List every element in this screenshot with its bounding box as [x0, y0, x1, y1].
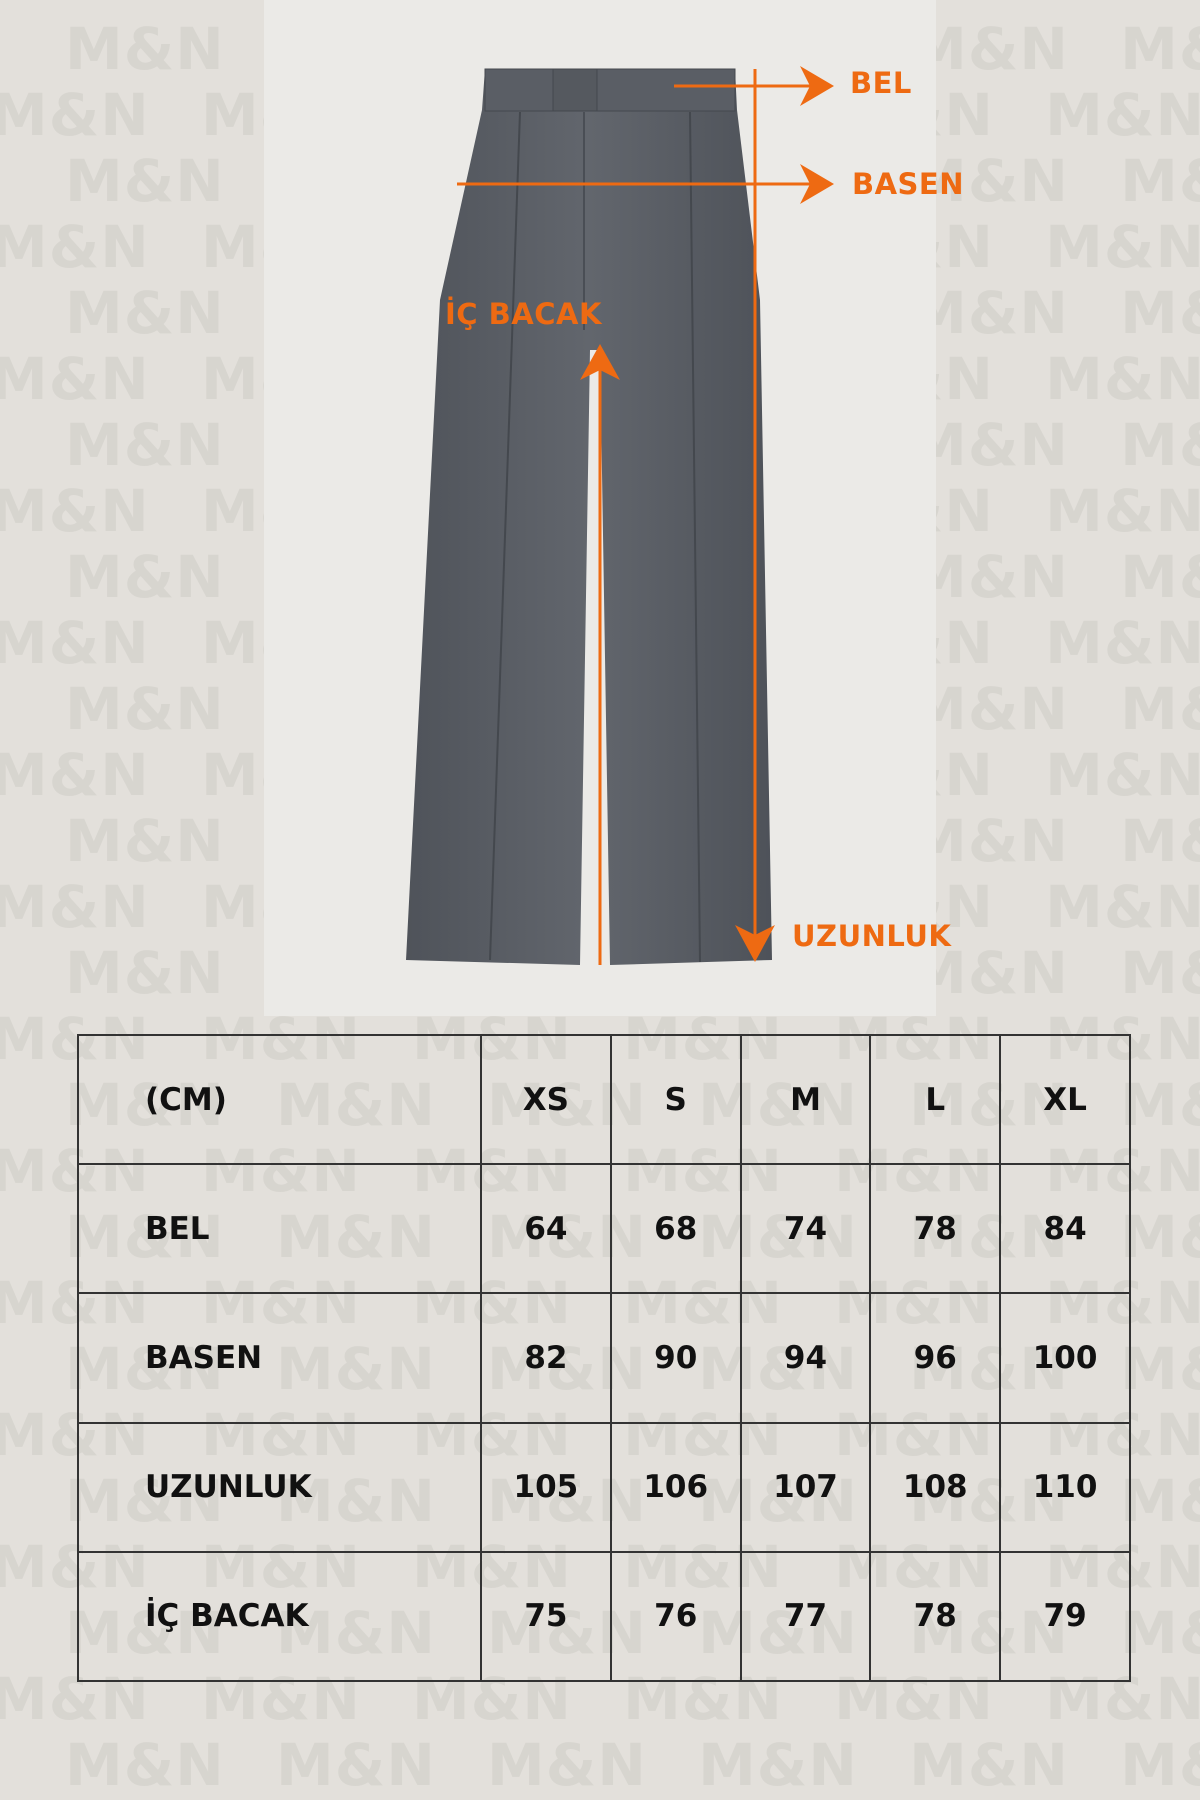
waist-label: BEL — [850, 66, 912, 100]
table-row: BEL 64 68 74 78 84 — [77, 1163, 1131, 1295]
table-cell: 68 — [609, 1163, 742, 1295]
pants-illustration — [406, 68, 772, 965]
pants-measurement-diagram — [406, 66, 834, 965]
size-header: M — [739, 1033, 872, 1166]
table-cell: 108 — [869, 1421, 1002, 1553]
inseam-arrow — [580, 344, 620, 965]
size-header: XL — [999, 1033, 1131, 1166]
table-row: BASEN 82 90 94 96 100 — [77, 1292, 1131, 1424]
table-cell: 79 — [999, 1550, 1131, 1683]
table-cell: 77 — [739, 1550, 872, 1683]
table-cell: 96 — [869, 1292, 1002, 1424]
row-label: BASEN — [77, 1292, 482, 1424]
table-cell: 64 — [480, 1163, 612, 1295]
size-header: S — [609, 1033, 742, 1166]
size-header: L — [869, 1033, 1002, 1166]
watermark-row: M&N M&N M&N M&N M&N M&N M&N M&N — [65, 1731, 1200, 1799]
table-cell: 76 — [609, 1550, 742, 1683]
hip-arrow — [457, 164, 834, 204]
table-cell: 107 — [739, 1421, 872, 1553]
table-header-row: (CM) XS S M L XL — [77, 1033, 1131, 1166]
unit-header: (CM) — [77, 1033, 482, 1166]
table-cell: 75 — [480, 1550, 612, 1683]
table-cell: 78 — [869, 1163, 1002, 1295]
table-cell: 100 — [999, 1292, 1131, 1424]
length-label: UZUNLUK — [792, 919, 952, 953]
inseam-label: İÇ BACAK — [445, 297, 602, 331]
size-chart-table: (CM) XS S M L XL BEL 64 68 74 78 84 BASE… — [77, 1033, 1131, 1683]
table-cell: 110 — [999, 1421, 1131, 1553]
waist-arrow — [674, 66, 834, 106]
table-row: UZUNLUK 105 106 107 108 110 — [77, 1421, 1131, 1553]
table-cell: 105 — [480, 1421, 612, 1553]
hip-label: BASEN — [852, 167, 965, 201]
table-cell: 84 — [999, 1163, 1131, 1295]
table-cell: 90 — [609, 1292, 742, 1424]
table-cell: 106 — [609, 1421, 742, 1553]
table-cell: 94 — [739, 1292, 872, 1424]
table-row: İÇ BACAK 75 76 77 78 79 — [77, 1550, 1131, 1683]
row-label: BEL — [77, 1163, 482, 1295]
size-header: XS — [480, 1033, 612, 1166]
row-label: İÇ BACAK — [77, 1550, 482, 1683]
table-cell: 78 — [869, 1550, 1002, 1683]
length-arrow — [735, 69, 775, 962]
row-label: UZUNLUK — [77, 1421, 482, 1553]
table-cell: 82 — [480, 1292, 612, 1424]
table-cell: 74 — [739, 1163, 872, 1295]
